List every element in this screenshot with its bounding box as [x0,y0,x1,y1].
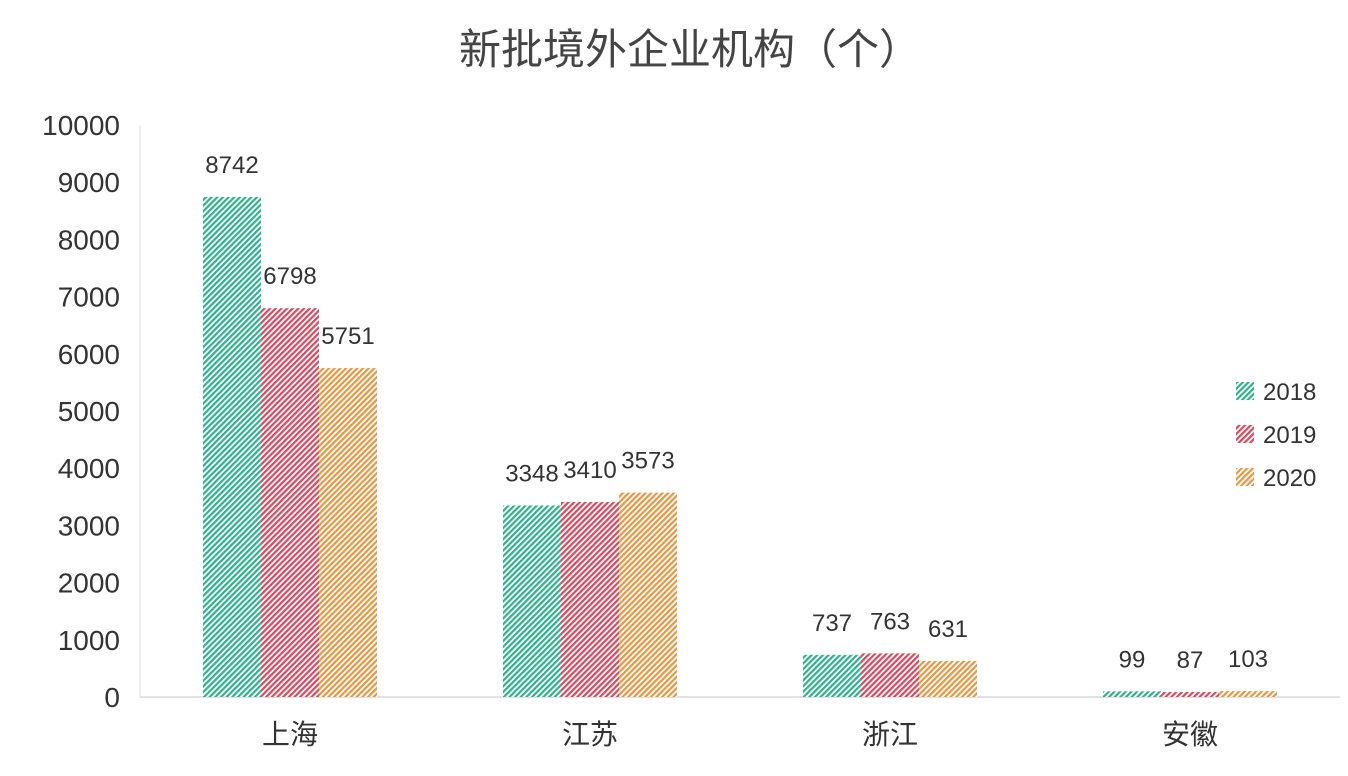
y-tick-label: 9000 [58,167,120,198]
y-tick-label: 0 [104,682,120,713]
bar-2019 [561,501,619,697]
bar-2020 [919,660,977,697]
bar-2020 [319,368,377,697]
y-tick-label: 7000 [58,282,120,313]
bar-2019 [1161,692,1219,697]
data-label: 103 [1228,646,1268,673]
legend-label: 2018 [1263,379,1316,406]
y-tick-label: 1000 [58,625,120,656]
bar-2019 [261,308,319,697]
x-category-label: 安徽 [1162,718,1218,751]
x-category-label: 上海 [262,718,318,751]
data-label: 6798 [263,263,316,290]
bar-2020 [619,492,677,697]
data-label: 631 [928,616,968,643]
legend: 2018 2019 2020 [1236,379,1316,492]
x-axis: 上海 江苏 浙江 安徽 [140,696,1340,751]
data-label: 3573 [621,448,674,475]
data-label: 5751 [321,323,374,350]
data-label: 8742 [205,152,258,179]
chart-title: 新批境外企业机构（个） [459,25,921,74]
y-tick-label: 5000 [58,396,120,427]
bars-group [203,196,1277,698]
bar-2018 [803,654,861,697]
y-tick-label: 8000 [58,224,120,255]
data-labels-group: 8742 6798 5751 3348 3410 3573 737 763 631 99 87 103 [205,152,1268,674]
y-tick-label: 3000 [58,510,120,541]
legend-label: 2020 [1263,465,1316,492]
bar-2019 [861,653,919,697]
data-label: 737 [812,610,852,637]
y-tick-label: 10000 [42,110,120,141]
data-label: 3348 [505,460,558,487]
legend-swatch [1236,468,1254,486]
x-category-label: 江苏 [562,718,618,751]
data-label: 99 [1119,646,1146,673]
legend-label: 2019 [1263,422,1316,449]
legend-swatch [1236,425,1254,443]
y-tick-label: 2000 [58,568,120,599]
bar-2018 [1103,691,1161,697]
data-label: 87 [1177,647,1204,674]
bar-2020 [1219,691,1277,697]
data-label: 3410 [563,457,616,484]
bar-2018 [503,505,561,697]
y-tick-label: 6000 [58,339,120,370]
bar-2018 [203,196,261,698]
y-tick-label: 4000 [58,453,120,484]
y-axis: 0 1000 2000 3000 4000 5000 6000 7000 8000 9000 100… [42,110,141,713]
data-label: 763 [870,608,910,635]
legend-swatch [1236,382,1254,400]
x-category-label: 浙江 [862,718,918,751]
